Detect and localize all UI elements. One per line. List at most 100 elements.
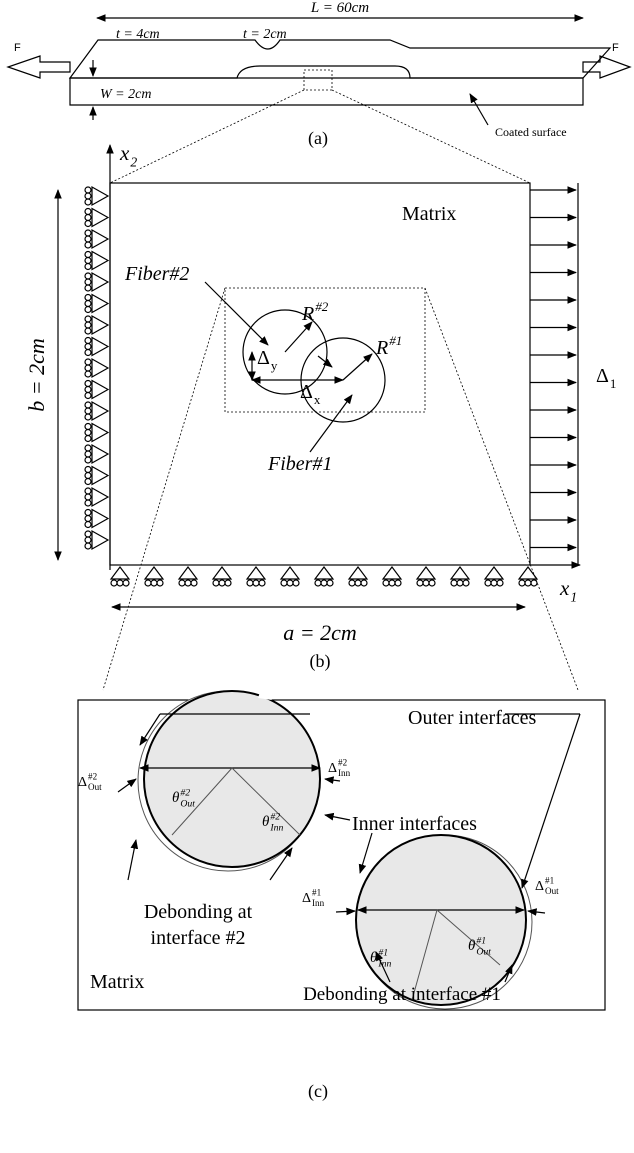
roller: [92, 402, 108, 420]
roller-wheel: [85, 473, 91, 479]
roller-wheel: [85, 467, 91, 473]
label: F: [14, 42, 21, 54]
roller-wheel: [281, 580, 287, 586]
roller-wheel: [383, 580, 389, 586]
label: (b): [310, 651, 331, 672]
roller-wheel: [85, 209, 91, 215]
roller-wheel: [451, 580, 457, 586]
roller-wheel: [85, 516, 91, 522]
roller-wheel: [85, 500, 91, 506]
label: W = 2cm: [100, 87, 151, 102]
roller-wheel: [85, 359, 91, 365]
roller-wheel: [423, 580, 429, 586]
roller: [92, 467, 108, 485]
roller-wheel: [85, 365, 91, 371]
label: (c): [308, 1081, 328, 1102]
roller-wheel: [85, 301, 91, 307]
roller: [417, 567, 435, 579]
roller-wheel: [111, 580, 117, 586]
symbol: Δ: [257, 347, 270, 369]
roller: [485, 567, 503, 579]
roller: [519, 567, 537, 579]
symbol: R: [301, 303, 314, 325]
roller-wheel: [485, 580, 491, 586]
roller-wheel: [85, 230, 91, 236]
roller: [92, 295, 108, 313]
subscript: Inn: [377, 959, 391, 970]
label: Debonding at interface #1: [303, 984, 501, 1005]
label: a = 2cm: [283, 620, 357, 645]
label: L = 60cm: [310, 0, 369, 16]
roller-wheel: [85, 344, 91, 350]
roller: [145, 567, 163, 579]
superscript: #2: [270, 811, 280, 822]
roller-wheel: [395, 580, 401, 586]
roller-wheel: [123, 580, 129, 586]
roller-wheel: [259, 580, 265, 586]
subscript: Inn: [312, 898, 325, 908]
roller-wheel: [85, 285, 91, 291]
superscript: #2: [315, 299, 329, 314]
symbol: θ: [370, 950, 378, 966]
label: t = 2cm: [243, 27, 287, 42]
label: b = 2cm: [24, 338, 49, 412]
roller-wheel: [491, 580, 497, 586]
roller-wheel: [361, 580, 367, 586]
roller-wheel: [525, 580, 531, 586]
subscript: Out: [180, 799, 195, 810]
roller-wheel: [457, 580, 463, 586]
roller: [92, 187, 108, 205]
roller: [92, 531, 108, 549]
roller-wheel: [315, 580, 321, 586]
roller-wheel: [145, 580, 151, 586]
label: (a): [308, 128, 328, 149]
label: interface #2: [151, 927, 246, 949]
roller-wheel: [287, 580, 293, 586]
roller-wheel: [85, 479, 91, 485]
label: Outer interfaces: [408, 707, 536, 729]
label: Inner interfaces: [352, 813, 477, 835]
superscript: #1: [378, 947, 388, 958]
roller: [281, 567, 299, 579]
roller-wheel: [157, 580, 163, 586]
roller-wheel: [85, 402, 91, 408]
roller: [92, 209, 108, 227]
roller-wheel: [85, 295, 91, 301]
superscript: #2: [180, 787, 190, 798]
label: t = 4cm: [116, 27, 160, 42]
superscript: #1: [545, 876, 554, 886]
symbol: Δ: [300, 381, 313, 403]
roller-wheel: [85, 236, 91, 242]
roller-wheel: [429, 580, 435, 586]
zoom-detail: [78, 686, 605, 1010]
roller-wheel: [85, 531, 91, 537]
roller-wheel: [85, 221, 91, 227]
label: Matrix: [402, 203, 456, 225]
roller: [111, 567, 129, 579]
roller-wheel: [389, 580, 395, 586]
subscript: Inn: [338, 768, 351, 778]
roller-wheel: [191, 580, 197, 586]
roller-wheel: [85, 522, 91, 528]
label: Debonding at: [144, 901, 253, 923]
roller: [383, 567, 401, 579]
roller-wheel: [85, 371, 91, 377]
roller-wheel: [85, 393, 91, 399]
roller: [92, 510, 108, 528]
roller: [92, 381, 108, 399]
roller-wheel: [327, 580, 333, 586]
roller-wheel: [85, 387, 91, 393]
roller: [315, 567, 333, 579]
roller: [213, 567, 231, 579]
label: Fiber#2: [124, 263, 189, 285]
roller: [179, 567, 197, 579]
roller-wheel: [355, 580, 361, 586]
roller: [92, 445, 108, 463]
roller-wheel: [519, 580, 525, 586]
superscript: #1: [389, 333, 402, 348]
roller: [451, 567, 469, 579]
symbol: Δ: [596, 365, 609, 387]
roller-wheel: [225, 580, 231, 586]
subscript: 1: [610, 376, 617, 391]
roller-wheel: [85, 451, 91, 457]
